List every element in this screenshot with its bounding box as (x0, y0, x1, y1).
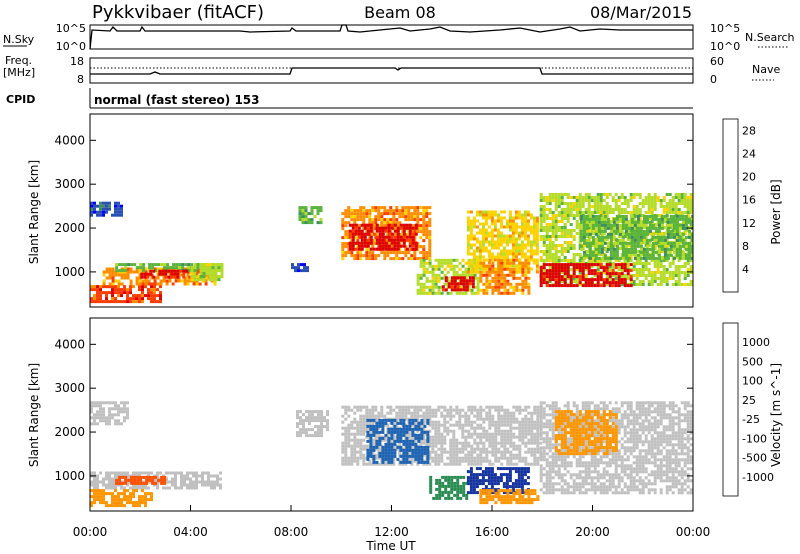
scatter-region (90, 401, 129, 426)
x-tick-label: 20:00 (575, 525, 610, 539)
nsky-tick-bottom: 10^0 (56, 40, 86, 53)
nsearch-tick-top: 10^5 (710, 22, 740, 35)
x-tick-label: 00:00 (676, 525, 711, 539)
colorbar-tick-label: -500 (742, 452, 767, 465)
scatter-region (90, 285, 162, 304)
station-title: Pykkvibaer (fitACF) (92, 2, 264, 23)
freq-tick-top: 18 (70, 55, 84, 68)
date-label: 08/Mar/2015 (590, 3, 692, 22)
colorbar-tick-label: 1000 (742, 336, 770, 349)
velocity-colorbar-label: Velocity [m s^-1] (769, 363, 783, 467)
freq-tick-bottom: 8 (77, 73, 84, 86)
x-tick-label: 08:00 (274, 525, 309, 539)
nsky-strip: N.Sky 10^5 10^0 10^5 10^0 N.Search (3, 22, 795, 53)
y-tick-label: 3000 (54, 381, 85, 395)
nsearch-label: N.Search (745, 31, 795, 44)
scatter-region (90, 471, 222, 490)
power-ylabel: Slant Range [km] (27, 160, 41, 264)
y-tick-label: 1000 (54, 469, 85, 483)
colorbar-tick-label: 12 (742, 217, 756, 230)
scatter-region (466, 210, 539, 274)
freq-trace (90, 67, 693, 75)
cpid-text: normal (fast stereo) 153 (94, 93, 260, 107)
scatter-region (579, 214, 693, 260)
nsearch-tick-bottom: 10^0 (710, 40, 740, 53)
scatter-region (90, 489, 153, 508)
scatter-region (115, 475, 167, 485)
colorbar-tick-label: 16 (742, 194, 756, 207)
nsky-tick-top: 10^5 (56, 22, 86, 35)
y-tick-label: 2000 (54, 425, 85, 439)
scatter-region (441, 276, 475, 292)
colorbar-tick-label: 4 (742, 263, 749, 276)
colorbar-tick-label: -100 (742, 432, 767, 445)
colorbar-tick-label: 20 (742, 171, 756, 184)
cpid-strip: CPID normal (fast stereo) 153 (6, 88, 693, 109)
scatter-region (479, 489, 540, 505)
scatter-region (366, 418, 430, 464)
colorbar-tick-label: -25 (742, 413, 760, 426)
x-tick-label: 12:00 (374, 525, 409, 539)
velocity-ylabel: Slant Range [km] (27, 363, 41, 467)
nave-tick-bottom: 0 (710, 73, 717, 86)
scatter-region (479, 258, 531, 295)
nsky-label: N.Sky (3, 33, 35, 46)
colorbar-tick-label: 28 (742, 125, 756, 138)
colorbar-tick-label: 100 (742, 375, 763, 388)
nave-label: Nave (752, 63, 780, 76)
colorbar-tick-label: 500 (742, 355, 763, 368)
scatter-region (348, 223, 418, 251)
scatter-region (291, 263, 309, 273)
colorbar-tick-label: -1000 (742, 471, 774, 484)
freq-strip: Freq. [MHz] 18 8 60 0 Nave (3, 54, 780, 86)
y-tick-label: 4000 (54, 133, 85, 147)
freq-label-2: [MHz] (3, 66, 35, 79)
nave-tick-top: 60 (710, 55, 724, 68)
scatter-region (298, 206, 323, 225)
cpid-label: CPID (6, 93, 35, 106)
colorbar-tick-label: 25 (742, 394, 756, 407)
y-tick-label: 2000 (54, 221, 85, 235)
scatter-region (554, 410, 618, 456)
power-colorbar-label: Power [dB] (769, 179, 783, 244)
beam-label: Beam 08 (364, 3, 436, 22)
scatter-region (539, 263, 633, 288)
colorbar-tick-label: 8 (742, 240, 749, 253)
x-tick-label: 16:00 (475, 525, 510, 539)
nsky-trace (89, 24, 693, 50)
scatter-region (429, 475, 469, 500)
freq-label-1: Freq. (5, 54, 32, 67)
y-tick-label: 3000 (54, 177, 85, 191)
colorbar-tick-label: 24 (742, 148, 756, 161)
y-tick-label: 1000 (54, 265, 85, 279)
velocity-panel: 1000 2000 3000 4000 00:00 04:00 08:00 12:00 16:… (27, 317, 783, 553)
scatter-region (90, 201, 123, 217)
x-tick-label: 04:00 (173, 525, 208, 539)
scatter-region (190, 263, 224, 282)
xaxis-label: Time UT (365, 539, 416, 553)
scatter-region (296, 410, 329, 438)
power-panel: 1000 2000 3000 4000 Slant Range [km] 4 8 12 16… (27, 113, 783, 308)
y-tick-label: 4000 (54, 337, 85, 351)
x-tick-label: 00:00 (73, 525, 108, 539)
